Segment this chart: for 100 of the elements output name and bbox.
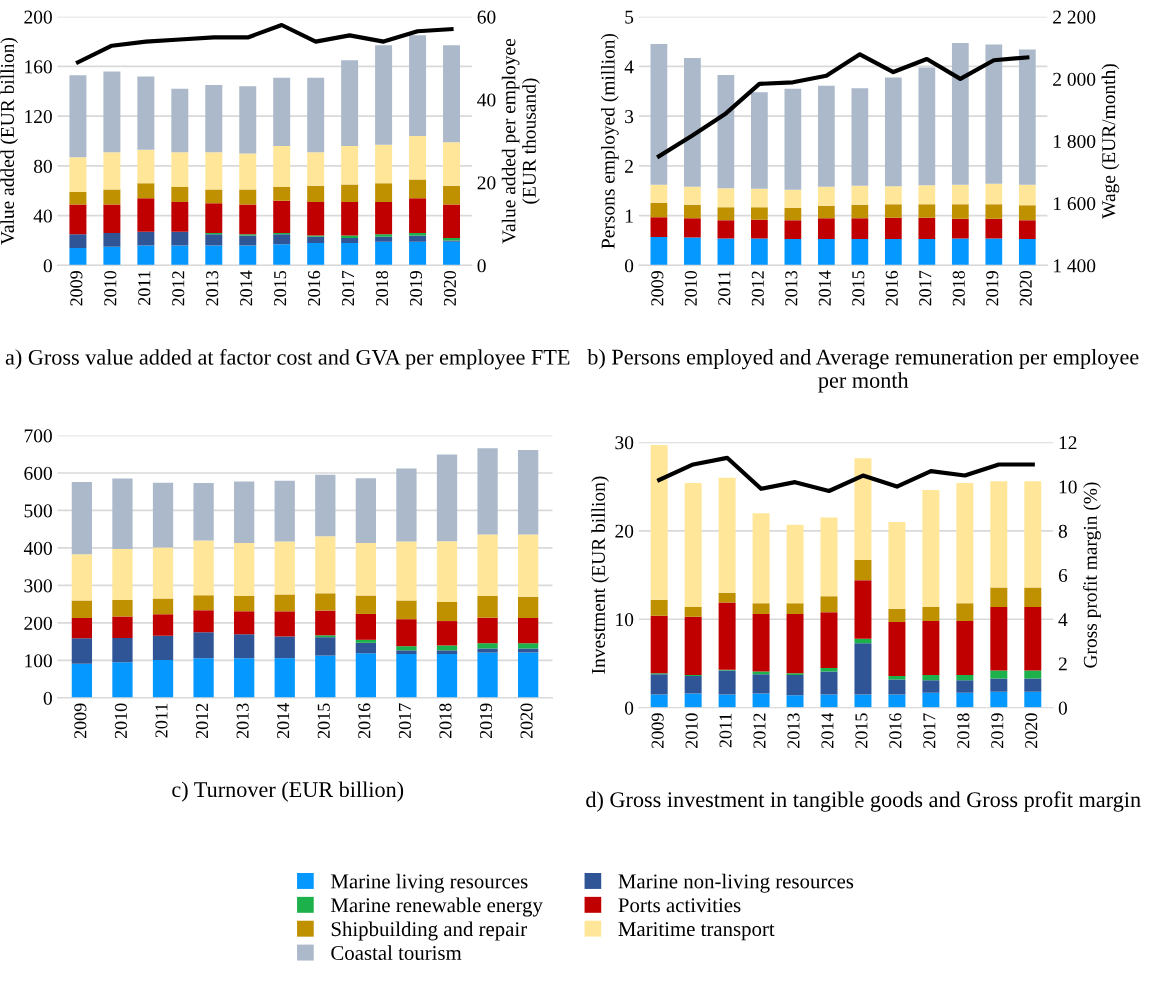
y-tick-label: 40 bbox=[33, 209, 52, 223]
x-tick-label: 2019 bbox=[479, 703, 493, 739]
x-tick-label: 2012 bbox=[195, 703, 209, 739]
legend-label: Shipbuilding and repair bbox=[331, 921, 527, 941]
x-tick-label: 2013 bbox=[236, 703, 249, 739]
x-tick-label: 2013 bbox=[785, 270, 798, 306]
y-tick-label: 80 bbox=[33, 159, 52, 173]
x-tick-label: 2009 bbox=[70, 271, 83, 306]
x-tick-label: 2009 bbox=[651, 713, 664, 748]
y-tick-label: 10 bbox=[616, 613, 634, 627]
y-tick-label: 400 bbox=[23, 541, 52, 555]
y2-tick-label: 1 400 bbox=[1053, 259, 1096, 273]
x-tick-label: 2012 bbox=[753, 713, 766, 748]
x-tick-label: 2014 bbox=[818, 270, 831, 306]
x-tick-label: 2016 bbox=[358, 703, 371, 739]
x-tick-label: 2018 bbox=[439, 703, 452, 739]
x-tick-label: 2011 bbox=[155, 703, 168, 738]
y2-tick-label: 8 bbox=[1058, 524, 1068, 538]
y2-tick-label: 20 bbox=[477, 176, 496, 190]
y-axis-title: Persons employed (million) bbox=[600, 33, 619, 249]
x-tick-label: 2010 bbox=[685, 713, 698, 748]
x-tick-label: 2017 bbox=[919, 270, 932, 306]
y-tick-label: 1 bbox=[625, 209, 633, 223]
y-tick-label: 200 bbox=[24, 616, 52, 630]
legend-label: Ports activities bbox=[618, 898, 741, 913]
y-tick-label: 500 bbox=[24, 504, 52, 518]
y-tick-label: 30 bbox=[615, 436, 634, 450]
y-tick-label: 300 bbox=[24, 579, 52, 593]
y2-tick-label: 2 200 bbox=[1053, 10, 1096, 24]
legend-label: Coastal tourism bbox=[331, 945, 462, 961]
x-tick-label: 2018 bbox=[957, 713, 970, 748]
x-tick-label: 2012 bbox=[172, 271, 185, 306]
y2-tick-label: 40 bbox=[477, 93, 496, 107]
legend-label: Marine renewable energy bbox=[330, 897, 543, 917]
x-tick-label: 2015 bbox=[317, 703, 330, 739]
y2-tick-label: 0 bbox=[1058, 701, 1068, 715]
y2-tick-label: 0 bbox=[477, 259, 486, 273]
x-tick-label: 2014 bbox=[240, 270, 253, 306]
text: a) Gross value added at factor cost and GVA per employee FTE bbox=[5, 348, 570, 370]
y-tick-label: 700 bbox=[24, 429, 52, 443]
x-tick-label: 2009 bbox=[651, 271, 664, 306]
y2-tick-label: 1 600 bbox=[1053, 197, 1096, 211]
y-tick-label: 0 bbox=[624, 701, 634, 715]
x-tick-label: 2019 bbox=[986, 271, 999, 306]
x-tick-label: 2016 bbox=[889, 713, 902, 748]
y-tick-label: 100 bbox=[25, 654, 52, 668]
x-tick-label: 2014 bbox=[821, 712, 834, 748]
y-axis-title: Investment (EUR billion) bbox=[591, 476, 609, 674]
x-tick-label: 2015 bbox=[855, 713, 868, 748]
x-tick-label: 2015 bbox=[852, 270, 865, 306]
x-tick-label: 2016 bbox=[308, 270, 321, 306]
x-tick-label: 2010 bbox=[104, 270, 117, 306]
y-tick-label: 5 bbox=[625, 10, 634, 24]
x-tick-label: 2020 bbox=[1019, 270, 1032, 306]
x-tick-label: 2020 bbox=[1025, 713, 1038, 748]
x-tick-label: 2014 bbox=[277, 703, 290, 739]
x-tick-label: 2013 bbox=[206, 270, 219, 306]
y-tick-label: 3 bbox=[625, 110, 634, 124]
x-tick-label: 2013 bbox=[787, 713, 800, 748]
y2-tick-label: 4 bbox=[1058, 613, 1068, 627]
x-tick-label: 2011 bbox=[719, 713, 732, 748]
y2-tick-label: 2 bbox=[1058, 657, 1067, 671]
y2-tick-label: 60 bbox=[477, 10, 496, 24]
x-tick-label: 2012 bbox=[751, 271, 764, 306]
x-tick-label: 2018 bbox=[952, 270, 965, 306]
y-tick-label: 160 bbox=[25, 60, 52, 74]
y2-tick-label: 1 800 bbox=[1053, 134, 1096, 148]
x-tick-label: 2015 bbox=[274, 270, 287, 306]
x-tick-label: 2019 bbox=[409, 271, 423, 306]
x-tick-label: 2011 bbox=[138, 271, 151, 305]
text: b) Persons employed and Average remuneration per employee per month bbox=[587, 348, 1139, 393]
x-tick-label: 2009 bbox=[74, 703, 87, 739]
y2-tick-label: 6 bbox=[1058, 568, 1068, 582]
x-tick-label: 2016 bbox=[885, 270, 898, 306]
x-tick-label: 2010 bbox=[684, 270, 697, 306]
y-tick-label: 0 bbox=[43, 259, 52, 273]
x-tick-label: 2017 bbox=[341, 270, 355, 306]
y2-axis-title: Wage (EUR/month) bbox=[1101, 64, 1120, 219]
x-tick-label: 2010 bbox=[114, 703, 127, 739]
x-tick-label: 2020 bbox=[520, 703, 533, 739]
y2-tick-label: 10 bbox=[1059, 480, 1077, 494]
y-tick-label: 200 bbox=[24, 10, 52, 24]
y2-tick-label: 2 000 bbox=[1053, 72, 1096, 86]
y-axis-title: Value added (EUR billion) bbox=[0, 37, 18, 245]
y-tick-label: 20 bbox=[615, 524, 634, 538]
x-tick-label: 2020 bbox=[443, 270, 457, 306]
y-tick-label: 0 bbox=[43, 691, 52, 705]
y-tick-label: 600 bbox=[24, 466, 52, 480]
y2-axis-title: Gross profit margin (%) bbox=[1083, 482, 1101, 668]
x-tick-label: 2019 bbox=[991, 713, 1004, 748]
y-tick-label: 120 bbox=[25, 110, 52, 124]
y2-axis-title: Value added per employee (EUR thousand) bbox=[501, 38, 540, 244]
text: d) Gross investment in tangible goods and Gross profit margin bbox=[586, 791, 1141, 812]
text: c) Turnover (EUR billion) bbox=[172, 781, 404, 802]
y-tick-label: 4 bbox=[624, 60, 634, 74]
y-tick-label: 0 bbox=[624, 259, 634, 273]
y-tick-label: 2 bbox=[625, 159, 633, 173]
legend-label: Marine non-living resources bbox=[618, 873, 854, 893]
x-tick-label: 2017 bbox=[398, 703, 411, 739]
x-tick-label: 2011 bbox=[718, 271, 731, 305]
